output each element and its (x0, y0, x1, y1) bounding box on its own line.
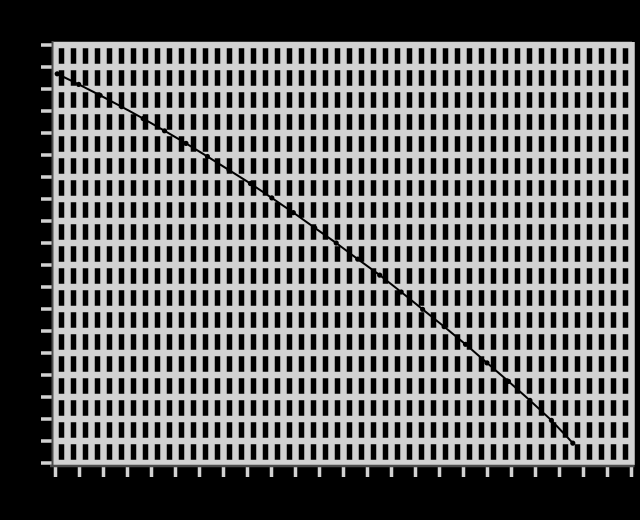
data-point-marker (484, 360, 490, 366)
data-point-marker (355, 256, 361, 262)
data-point-marker (548, 417, 555, 423)
data-point-marker (462, 341, 469, 347)
data-point-marker (420, 306, 426, 312)
data-point-marker (204, 153, 210, 160)
data-point-marker (333, 240, 339, 246)
data-point-marker (505, 378, 512, 384)
axis-ticks (41, 43, 634, 477)
data-point-marker (183, 140, 189, 146)
data-point-marker (226, 167, 232, 173)
data-point-marker (54, 71, 60, 77)
data-point-marker (312, 225, 318, 231)
data-point-marker (161, 128, 168, 134)
data-point-marker (527, 397, 533, 403)
grid-lines (52, 41, 635, 467)
data-point-marker (570, 440, 576, 446)
data-point-marker (441, 324, 447, 330)
data-point-marker (269, 195, 275, 201)
data-point-marker (247, 180, 253, 187)
data-point-marker (76, 81, 82, 87)
data-point-marker (377, 272, 383, 278)
data-point-marker (119, 104, 125, 110)
data-point-marker (290, 210, 296, 216)
data-point-marker (140, 115, 146, 122)
data-point-marker (398, 289, 404, 295)
data-markers (54, 71, 576, 446)
data-point-marker (97, 92, 103, 98)
